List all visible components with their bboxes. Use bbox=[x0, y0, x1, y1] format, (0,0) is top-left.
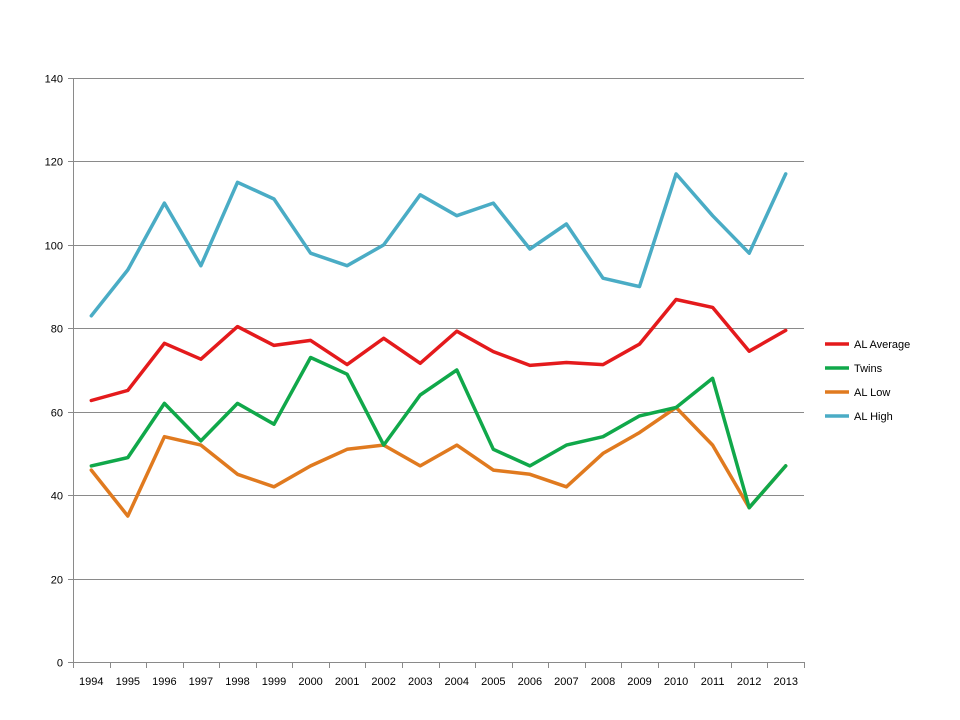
legend-label-twins: Twins bbox=[854, 363, 883, 375]
x-tick-label: 1994 bbox=[79, 676, 103, 688]
x-tick-label: 2004 bbox=[445, 676, 469, 688]
x-tick-label: 2012 bbox=[737, 676, 761, 688]
x-tick-label: 2011 bbox=[701, 676, 725, 688]
y-tick-label: 20 bbox=[51, 575, 63, 587]
legend-label-al-average: AL Average bbox=[854, 339, 910, 351]
series-line-al-high bbox=[89, 172, 788, 318]
x-axis-ticks: 1994 1995 1996 1997 1998 1999 2000 2001 2002 2003… bbox=[73, 662, 805, 688]
x-tick-label: 1999 bbox=[262, 676, 286, 688]
x-tick-label: 2000 bbox=[298, 676, 322, 688]
y-tick-label: 100 bbox=[45, 241, 63, 253]
series-line-al-low bbox=[89, 405, 788, 518]
x-tick-label: 2013 bbox=[773, 676, 797, 688]
axes bbox=[73, 78, 804, 663]
x-tick-label: 2006 bbox=[518, 676, 542, 688]
x-tick-label: 2005 bbox=[481, 676, 505, 688]
y-tick-label: 140 bbox=[45, 74, 63, 86]
x-tick-label: 2003 bbox=[408, 676, 432, 688]
series-lines bbox=[89, 172, 788, 518]
x-tick-label: 2001 bbox=[335, 676, 359, 688]
legend: AL Average Twins AL Low AL High bbox=[825, 339, 910, 423]
x-tick-label: 1998 bbox=[225, 676, 249, 688]
legend-label-al-high: AL High bbox=[854, 411, 893, 423]
y-tick-label: 120 bbox=[45, 157, 63, 169]
y-tick-label: 80 bbox=[51, 324, 63, 336]
x-tick-label: 2007 bbox=[554, 676, 578, 688]
gridlines bbox=[73, 78, 804, 580]
x-tick-label: 1996 bbox=[152, 676, 176, 688]
y-tick-label: 60 bbox=[51, 408, 63, 420]
x-tick-label: 1995 bbox=[116, 676, 140, 688]
y-tick-label: 40 bbox=[51, 491, 63, 503]
series-line-twins bbox=[89, 355, 788, 510]
x-tick-label: 1997 bbox=[189, 676, 213, 688]
x-tick-label: 2008 bbox=[591, 676, 615, 688]
x-tick-label: 2010 bbox=[664, 676, 688, 688]
x-tick-label: 2002 bbox=[371, 676, 395, 688]
series-line-al-average bbox=[89, 297, 788, 403]
legend-label-al-low: AL Low bbox=[854, 387, 890, 399]
y-tick-label: 0 bbox=[57, 658, 63, 670]
x-tick-label: 2009 bbox=[627, 676, 651, 688]
y-axis-ticks: 0 20 40 60 80 100 120 140 bbox=[45, 74, 73, 670]
